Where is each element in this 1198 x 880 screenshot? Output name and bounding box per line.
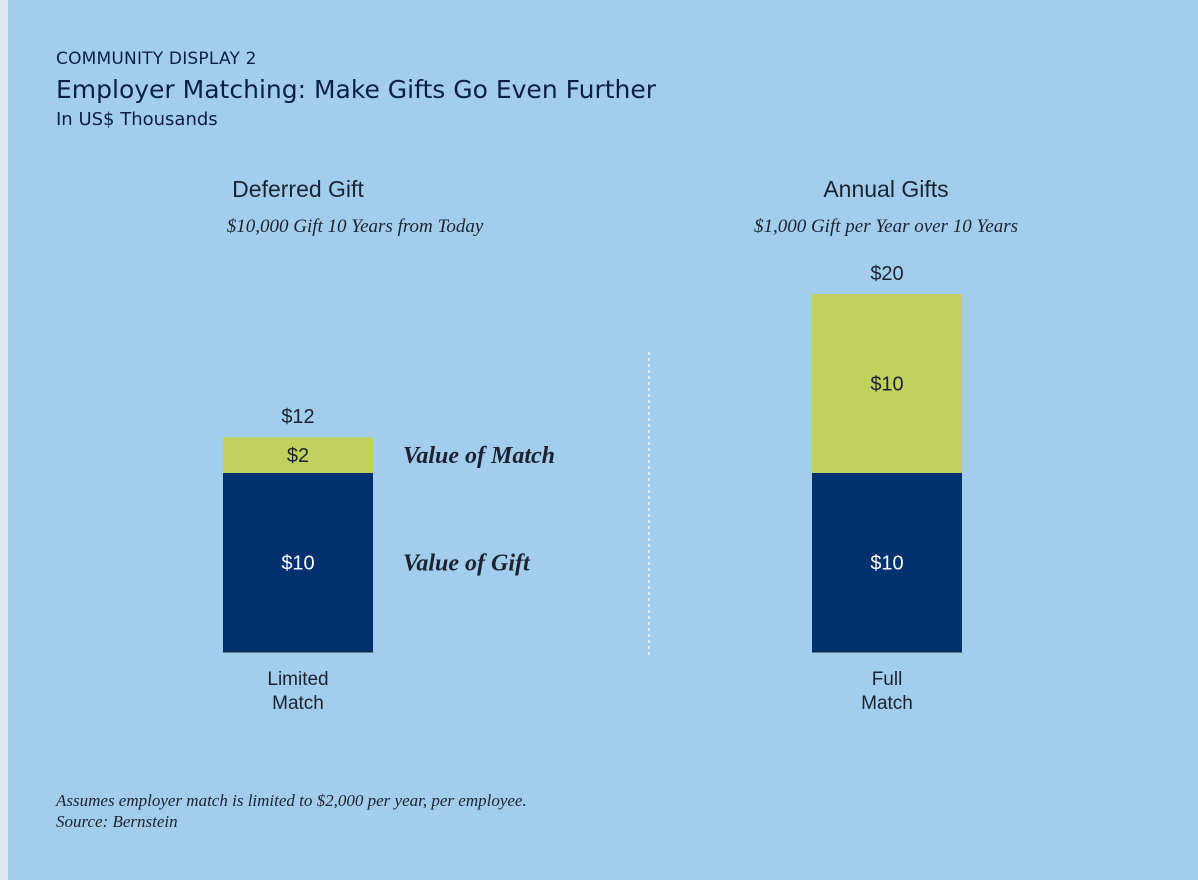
bar-segment-match-2	[812, 294, 962, 473]
panel-title-deferred: Deferred Gift	[232, 176, 364, 202]
left-edge-strip	[0, 0, 8, 880]
display-label: COMMUNITY DISPLAY 2	[56, 49, 257, 69]
panel-subtitle-annual: $1,000 Gift per Year over 10 Years	[753, 216, 1019, 237]
total-label-1: $12	[281, 406, 314, 428]
bar-segment-gift-2	[812, 473, 962, 652]
panel-subtitle-deferred: $10,000 Gift 10 Years from Today	[226, 216, 484, 237]
chart-title: Employer Matching: Make Gifts Go Even Fu…	[56, 75, 657, 104]
chart-header: COMMUNITY DISPLAY 2 Employer Matching: M…	[56, 48, 656, 132]
annotation-value-of-match: Value of Match	[403, 443, 555, 469]
chart-footer: Assumes employer match is limited to $2,…	[56, 790, 527, 832]
data-label-match-2: $10	[870, 374, 903, 396]
data-label-gift-1: $10	[281, 553, 314, 575]
source-note: Source: Bernstein	[56, 812, 178, 831]
category-label-2-line-1: Full	[872, 669, 903, 690]
total-label-2: $20	[870, 263, 903, 285]
category-label-1-line-2: Match	[272, 693, 324, 714]
category-label-2-line-2: Match	[861, 693, 913, 714]
data-label-gift-2: $10	[870, 553, 903, 575]
panel-title-annual: Annual Gifts	[823, 176, 949, 202]
bar-segment-gift-1	[223, 473, 373, 652]
annotation-value-of-gift: Value of Gift	[403, 551, 531, 577]
chart-subtitle: In US$ Thousands	[56, 109, 218, 130]
category-label-1-line-1: Limited	[267, 669, 328, 690]
footnote: Assumes employer match is limited to $2,…	[56, 791, 527, 810]
bar-segment-match-1	[223, 437, 373, 473]
data-label-match-1: $2	[287, 445, 309, 467]
